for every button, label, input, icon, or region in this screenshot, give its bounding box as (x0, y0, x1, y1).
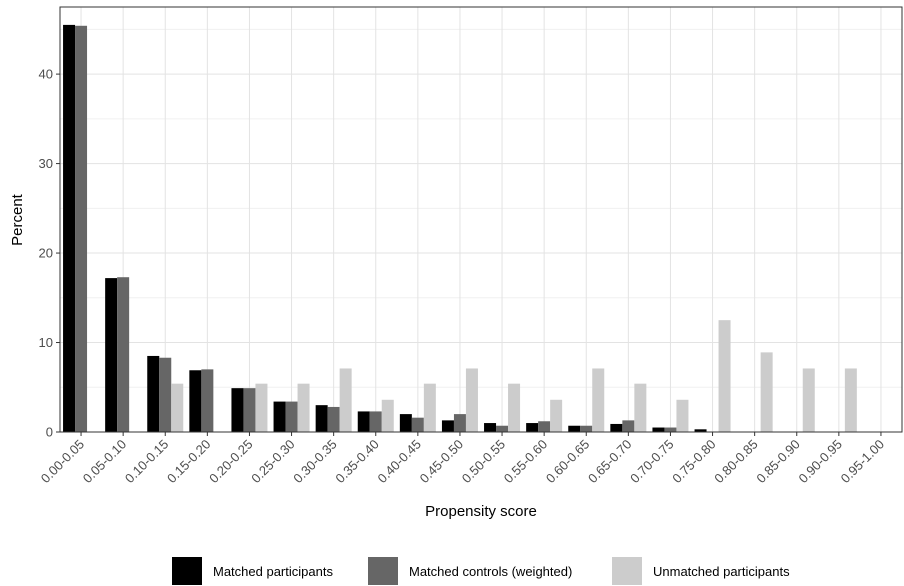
x-tick-label: 0.50-0.55 (459, 437, 508, 486)
bar (441, 420, 454, 432)
bar (243, 388, 256, 432)
bar (664, 427, 677, 432)
y-tick-label: 10 (39, 335, 53, 350)
x-tick-label: 0.25-0.30 (248, 437, 297, 486)
x-tick-label: 0.15-0.20 (164, 437, 213, 486)
legend-key (368, 557, 398, 585)
x-tick-label: 0.80-0.85 (711, 437, 760, 486)
bar (423, 383, 436, 432)
bar (508, 383, 521, 432)
bar (592, 368, 605, 432)
legend-label: Matched participants (213, 564, 333, 579)
bar (538, 421, 551, 432)
panel-border (59, 6, 903, 433)
bar (676, 399, 689, 432)
bar (844, 368, 857, 432)
x-axis-title: Propensity score (425, 503, 537, 520)
bar (147, 355, 160, 432)
y-axis: 0 10 20 30 40 (39, 67, 60, 440)
bar (75, 25, 88, 432)
bar (171, 383, 184, 432)
bar (105, 278, 118, 432)
bar (634, 383, 647, 432)
legend-label: Matched controls (weighted) (409, 564, 572, 579)
bar (189, 370, 202, 432)
y-tick-label: 0 (46, 425, 53, 440)
x-tick-label: 0.45-0.50 (417, 437, 466, 486)
legend: Matched participants Matched controls (we… (172, 557, 790, 585)
bar (568, 425, 581, 432)
legend-label: Unmatched participants (653, 564, 790, 579)
x-axis: 0.00-0.050.05-0.100.10-0.150.15-0.200.20… (38, 432, 887, 486)
x-tick-label: 0.20-0.25 (206, 437, 255, 486)
grid (60, 7, 902, 433)
bar (526, 423, 539, 432)
bar (231, 388, 244, 432)
bar (357, 411, 370, 432)
bar (255, 383, 268, 432)
legend-key (612, 557, 642, 585)
bar (760, 352, 773, 432)
bar (297, 383, 310, 432)
bar (399, 414, 412, 432)
bar (652, 427, 665, 432)
bar (550, 399, 563, 432)
x-tick-label: 0.00-0.05 (38, 437, 87, 486)
x-tick-label: 0.55-0.60 (501, 437, 550, 486)
bar (63, 24, 76, 432)
bar (117, 277, 130, 432)
x-tick-label: 0.35-0.40 (332, 437, 381, 486)
x-tick-label: 0.60-0.65 (543, 437, 592, 486)
bar (315, 405, 328, 432)
bar (411, 417, 424, 432)
bar (327, 406, 340, 432)
x-tick-label: 0.40-0.45 (375, 437, 424, 486)
bar (273, 401, 286, 432)
bar (610, 423, 623, 432)
bar (465, 368, 478, 432)
x-tick-label: 0.85-0.90 (753, 437, 802, 486)
bar (339, 368, 352, 432)
bar (496, 425, 509, 432)
bars (63, 24, 857, 432)
bar (369, 411, 382, 432)
y-tick-label: 40 (39, 67, 53, 82)
bar (201, 369, 214, 432)
bar (622, 420, 635, 432)
x-tick-label: 0.75-0.80 (669, 437, 718, 486)
x-tick-label: 0.30-0.35 (290, 437, 339, 486)
bar (802, 368, 815, 432)
y-axis-title: Percent (9, 193, 26, 246)
x-tick-label: 0.70-0.75 (627, 437, 676, 486)
y-tick-label: 30 (39, 156, 53, 171)
bar (159, 357, 172, 432)
x-tick-label: 0.65-0.70 (585, 437, 634, 486)
plot-background (60, 7, 902, 432)
legend-key (172, 557, 202, 585)
bar (381, 399, 394, 432)
bar (694, 429, 707, 432)
x-tick-label: 0.95-1.00 (838, 437, 887, 486)
bar (718, 320, 731, 432)
y-tick-label: 20 (39, 246, 53, 261)
x-tick-label: 0.05-0.10 (80, 437, 129, 486)
bar (580, 425, 593, 432)
x-tick-label: 0.10-0.15 (122, 437, 171, 486)
bar (453, 414, 466, 432)
bar (484, 423, 497, 432)
bar (285, 401, 298, 432)
x-tick-label: 0.90-0.95 (796, 437, 845, 486)
